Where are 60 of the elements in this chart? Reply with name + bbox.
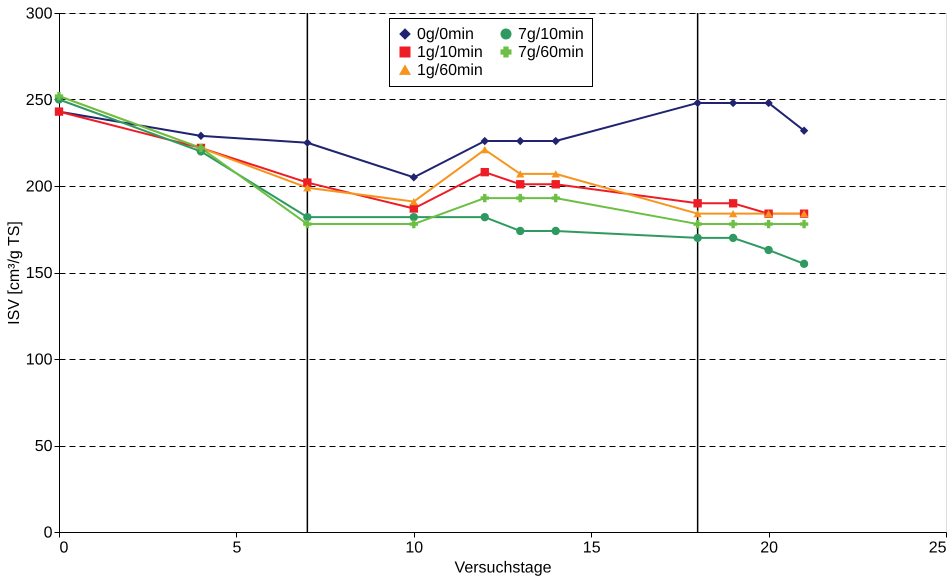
point <box>800 126 808 135</box>
point <box>410 204 418 213</box>
point <box>728 234 738 242</box>
point <box>410 173 418 182</box>
y-tick-label: 300 <box>26 6 53 22</box>
x-tick-label: 25 <box>928 540 947 556</box>
point <box>303 212 312 222</box>
y-axis-title: ISV [cm³/g TS] <box>6 221 23 325</box>
point <box>728 199 738 208</box>
point <box>552 226 560 236</box>
point <box>693 199 702 208</box>
point <box>764 220 773 228</box>
point <box>480 212 489 222</box>
point <box>516 136 524 146</box>
point <box>693 210 702 218</box>
point <box>552 170 560 178</box>
legend-label: 1g/10min <box>417 44 483 61</box>
legend-label: 7g/10min <box>518 26 584 43</box>
point <box>516 170 524 178</box>
point <box>800 260 808 268</box>
point <box>764 246 773 254</box>
y-tick-label: 250 <box>26 92 53 109</box>
legend-label: 1g/60min <box>417 62 483 79</box>
point <box>800 220 808 228</box>
x-axis-title: Versuchstage <box>454 560 552 576</box>
point <box>728 220 738 228</box>
y-tick-label: 50 <box>34 438 53 455</box>
point <box>552 136 560 146</box>
point <box>410 212 418 222</box>
point <box>303 178 312 187</box>
x-tick-label: 5 <box>232 540 242 556</box>
y-tick-label: 150 <box>26 265 53 282</box>
x-tick-label: 20 <box>760 540 778 556</box>
y-tick-label: 0 <box>44 524 53 542</box>
y-tick-label: 200 <box>26 178 53 196</box>
point <box>303 220 312 228</box>
x-tick-label: 0 <box>60 540 68 556</box>
legend-label: 7g/60min <box>518 44 584 61</box>
x-tick-label: 10 <box>405 540 424 556</box>
point <box>516 180 524 188</box>
y-tick-label: 100 <box>26 352 53 368</box>
point <box>693 98 702 108</box>
point <box>480 136 489 146</box>
point <box>693 234 702 242</box>
point <box>552 180 560 188</box>
point <box>552 194 560 202</box>
point <box>410 220 418 228</box>
legend-label: 0g/0min <box>417 26 474 43</box>
point <box>516 194 524 202</box>
point <box>303 138 312 147</box>
x-tick-label: 15 <box>582 540 601 556</box>
point <box>480 168 489 176</box>
point <box>516 226 524 236</box>
point <box>693 220 702 228</box>
point <box>410 198 418 206</box>
point <box>480 146 489 154</box>
point <box>303 184 312 192</box>
point <box>728 210 738 218</box>
point <box>196 132 206 140</box>
point <box>480 194 489 202</box>
